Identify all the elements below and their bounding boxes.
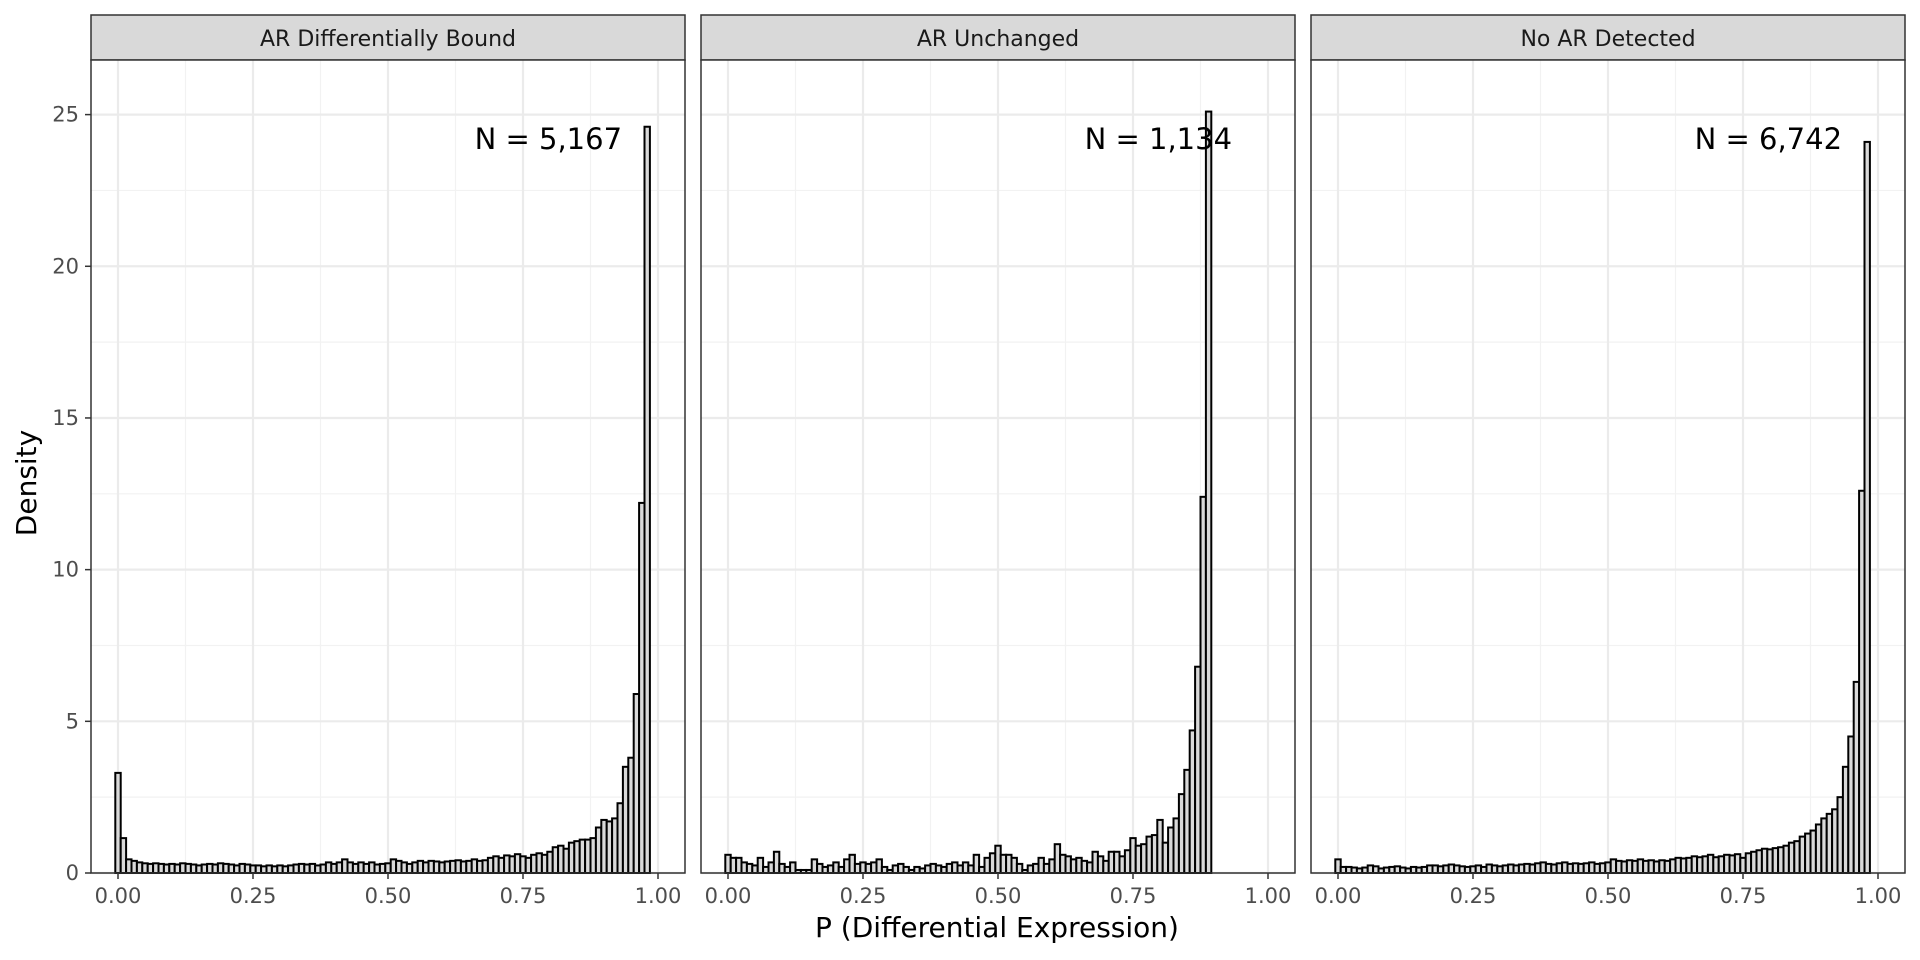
- x-tick-label: 0.50: [975, 884, 1022, 908]
- facet-panel: AR Differentially Bound N = 5,167 0.00 0.25…: [52, 14, 686, 908]
- y-tick-label: 15: [52, 406, 79, 430]
- y-tick-label: 25: [52, 103, 79, 127]
- sample-size-annotation: N = 5,167: [475, 122, 622, 156]
- x-tick-label: 0.25: [840, 884, 887, 908]
- facet-strip: [700, 14, 1296, 61]
- x-tick-label: 0.00: [1315, 884, 1362, 908]
- x-axis-title: P (Differential Expression): [815, 911, 1179, 944]
- histogram-bar: [1863, 140, 1871, 874]
- x-tick-label: 0.75: [1720, 884, 1767, 908]
- x-tick-label: 0.00: [95, 884, 142, 908]
- x-tick-label: 0.50: [365, 884, 412, 908]
- facet-panel: AR Unchanged N = 1,134 0.00 0.25 0.50 0.75 1.0…: [700, 14, 1296, 908]
- y-tick-label: 20: [52, 254, 79, 278]
- facet-title: AR Unchanged: [917, 27, 1079, 52]
- histogram-bar: [1204, 110, 1213, 874]
- y-tick-label: 0: [66, 861, 79, 885]
- x-tick-label: 0.75: [500, 884, 547, 908]
- facet-title: No AR Detected: [1520, 27, 1695, 52]
- facet-panel: No AR Detected N = 6,742 0.00 0.25 0.50 0.75 1…: [1310, 14, 1906, 908]
- x-tick-label: 1.00: [1855, 884, 1902, 908]
- x-tick-label: 0.00: [705, 884, 752, 908]
- facet-title: AR Differentially Bound: [260, 27, 516, 52]
- y-tick-label: 5: [66, 709, 79, 733]
- x-tick-label: 0.25: [1450, 884, 1497, 908]
- y-axis-title: Density: [10, 430, 43, 536]
- x-tick-label: 1.00: [1245, 884, 1292, 908]
- facet-strip: [90, 14, 686, 61]
- histogram-bar: [643, 125, 651, 874]
- x-tick-label: 0.25: [230, 884, 277, 908]
- y-tick-label: 10: [52, 558, 79, 582]
- x-tick-label: 1.00: [635, 884, 682, 908]
- sample-size-annotation: N = 6,742: [1695, 122, 1842, 156]
- x-tick-label: 0.50: [1585, 884, 1632, 908]
- facet-panels: AR Differentially Bound N = 5,167 0.00 0.25…: [52, 14, 1906, 908]
- x-tick-label: 0.75: [1110, 884, 1157, 908]
- sample-size-annotation: N = 1,134: [1085, 122, 1232, 156]
